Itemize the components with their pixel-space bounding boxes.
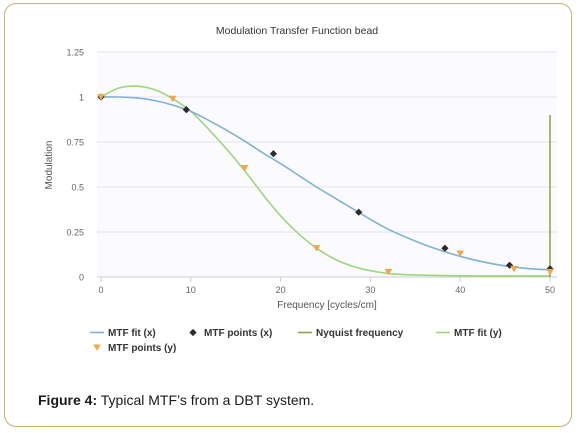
y-axis-ticks: 0 0.25 0.5 0.75 1 1.25 — [66, 48, 84, 283]
legend-label: Nyquist frequency — [316, 328, 404, 339]
y-tick-label: 0.25 — [66, 228, 84, 238]
mtf-point-x — [182, 106, 190, 114]
mtf-fit-x-line — [100, 96, 551, 271]
plot-area — [97, 52, 557, 277]
y-axis-label: Modulation — [44, 141, 55, 190]
y-tick-label: 1.25 — [66, 48, 84, 58]
mtf-point-x — [505, 261, 514, 269]
legend-label: MTF fit (x) — [108, 328, 156, 339]
y-tick-label: 1 — [79, 93, 84, 103]
mtf-point-x — [441, 244, 449, 252]
mtf-point-x — [269, 150, 278, 158]
x-tick-label: 30 — [365, 285, 375, 295]
y-tick-label: 0.75 — [66, 138, 84, 148]
mtf-point-y — [240, 165, 249, 172]
x-tick-label: 50 — [545, 285, 555, 295]
grid — [97, 51, 557, 233]
x-tick-label: 40 — [455, 285, 465, 295]
mtf-point-y — [384, 268, 393, 276]
mtf-point-x — [355, 208, 363, 216]
x-tick-label: 20 — [276, 285, 286, 295]
mtf-point-y — [510, 265, 518, 273]
mtf-point-y — [456, 250, 464, 258]
legend-label: MTF fit (y) — [454, 328, 502, 339]
figure-caption: Figure 4: Typical MTF’s from a DBT syste… — [38, 392, 314, 408]
x-axis-ticks: 0 10 20 30 40 50 — [98, 277, 555, 295]
y-tick-label: 0 — [79, 273, 84, 283]
caption-text: Typical MTF’s from a DBT system. — [97, 392, 315, 408]
legend-label: MTF points (x) — [204, 328, 272, 339]
legend-swatch — [93, 344, 101, 351]
x-tick-label: 0 — [98, 285, 103, 295]
mtf-point-x — [546, 265, 554, 273]
x-tick-label: 10 — [186, 285, 196, 295]
mtf-point-y — [169, 95, 177, 103]
y-tick-label: 0.5 — [71, 183, 84, 193]
mtf-point-y — [546, 268, 554, 276]
chart-title: Modulation Transfer Function bead — [216, 25, 378, 37]
series-layer — [97, 85, 554, 277]
mtf-point-y — [312, 245, 321, 252]
x-axis-label: Frequency [cycles/cm] — [277, 300, 377, 311]
legend: MTF fit (x) MTF points (x) Nyquist frequen… — [90, 328, 502, 354]
caption-label: Figure 4: — [38, 392, 98, 408]
mtf-fit-y-line — [100, 85, 550, 277]
legend-swatch — [189, 328, 197, 337]
legend-label: MTF points (y) — [108, 343, 176, 354]
mtf-point-y — [97, 93, 105, 101]
